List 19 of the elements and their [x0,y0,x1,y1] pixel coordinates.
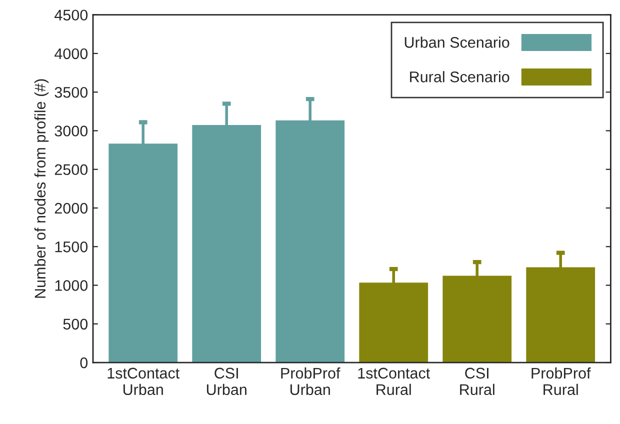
y-tick-label: 1000 [55,280,88,291]
x-tick-label: CSI Rural [460,368,494,396]
y-tick-label: 4500 [54,10,88,21]
y-tick-label: 3500 [54,86,88,98]
y-tick-label: 500 [63,318,88,330]
x-tick-label: CSI Urban [206,368,246,396]
y-tick-label: 3000 [54,126,88,136]
x-tick-label: ProbProf Rural [532,367,591,396]
x-tick-label: 1stContact Rural [358,368,430,396]
x-tick-label: ProbProf Urban [281,367,340,396]
y-tick-label: 0 [80,357,88,368]
x-tick-label: 1stContact Urban [108,368,180,396]
y-tick-label: 2000 [54,202,88,214]
y-tick-label: 2500 [54,164,88,176]
y-tick-label: 4000 [54,48,88,60]
y-tick-label: 1500 [55,241,88,252]
legend-label: Rural Scenario [410,71,510,82]
legend-label: Urban Scenario [404,36,510,48]
y-axis-title: Number of nodes from profile (#) [34,79,49,298]
